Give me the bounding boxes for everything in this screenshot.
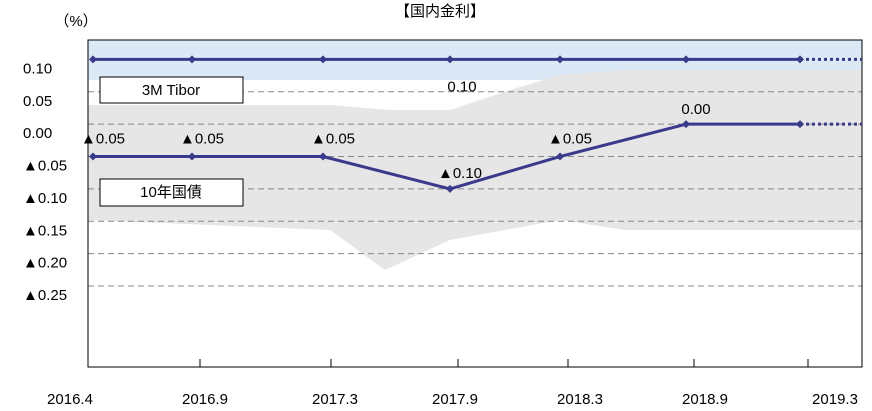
y-tick-label: ▲0.20 (23, 255, 67, 272)
data-label: ▲0.05 (311, 131, 355, 148)
point (89, 152, 97, 161)
x-tick-label: 2016.9 (182, 391, 228, 408)
data-label: ▲0.05 (548, 131, 592, 148)
x-tick-label: 2018.3 (557, 391, 603, 408)
point (556, 152, 564, 161)
x-tick-label: 2018.9 (682, 391, 728, 408)
legend-box (99, 178, 244, 207)
y-tick-label: ▲0.05 (23, 158, 67, 175)
point (682, 120, 690, 129)
y-tick-label: 0.10 (23, 60, 52, 77)
data-label: 0.00 (681, 101, 710, 118)
point (796, 55, 804, 64)
bond-band (88, 70, 862, 270)
data-label: ▲0.10 (438, 165, 482, 182)
data-label: 0.10 (447, 78, 476, 95)
x-tick-label: 2017.9 (432, 391, 478, 408)
point (446, 184, 454, 193)
plot-frame (87, 39, 863, 368)
point (556, 55, 564, 64)
point (319, 55, 327, 64)
point (682, 55, 690, 64)
chart-title: 【国内金利】 (395, 3, 485, 20)
legend-box (99, 76, 244, 104)
point (796, 120, 804, 129)
data-label: ▲0.05 (180, 131, 224, 148)
point (188, 152, 196, 161)
legend-label: 10年国債 (140, 184, 202, 201)
y-tick-label: ▲0.10 (23, 190, 67, 207)
y-tick-label: ▲0.25 (23, 287, 67, 304)
x-tick-label: 2016.4 (47, 391, 93, 408)
point (89, 55, 97, 64)
data-label: ▲0.05 (81, 131, 125, 148)
x-tick-label: 2019.3 (812, 391, 858, 408)
y-axis-label: （%） (54, 13, 97, 30)
y-tick-label: 0.05 (23, 93, 52, 110)
legend-label: 3M Tibor (142, 82, 200, 99)
point (319, 152, 327, 161)
x-tick-label: 2017.3 (312, 391, 358, 408)
y-tick-label: 0.00 (23, 125, 52, 142)
y-tick-label: ▲0.15 (23, 222, 67, 239)
point (188, 55, 196, 64)
point (446, 55, 454, 64)
